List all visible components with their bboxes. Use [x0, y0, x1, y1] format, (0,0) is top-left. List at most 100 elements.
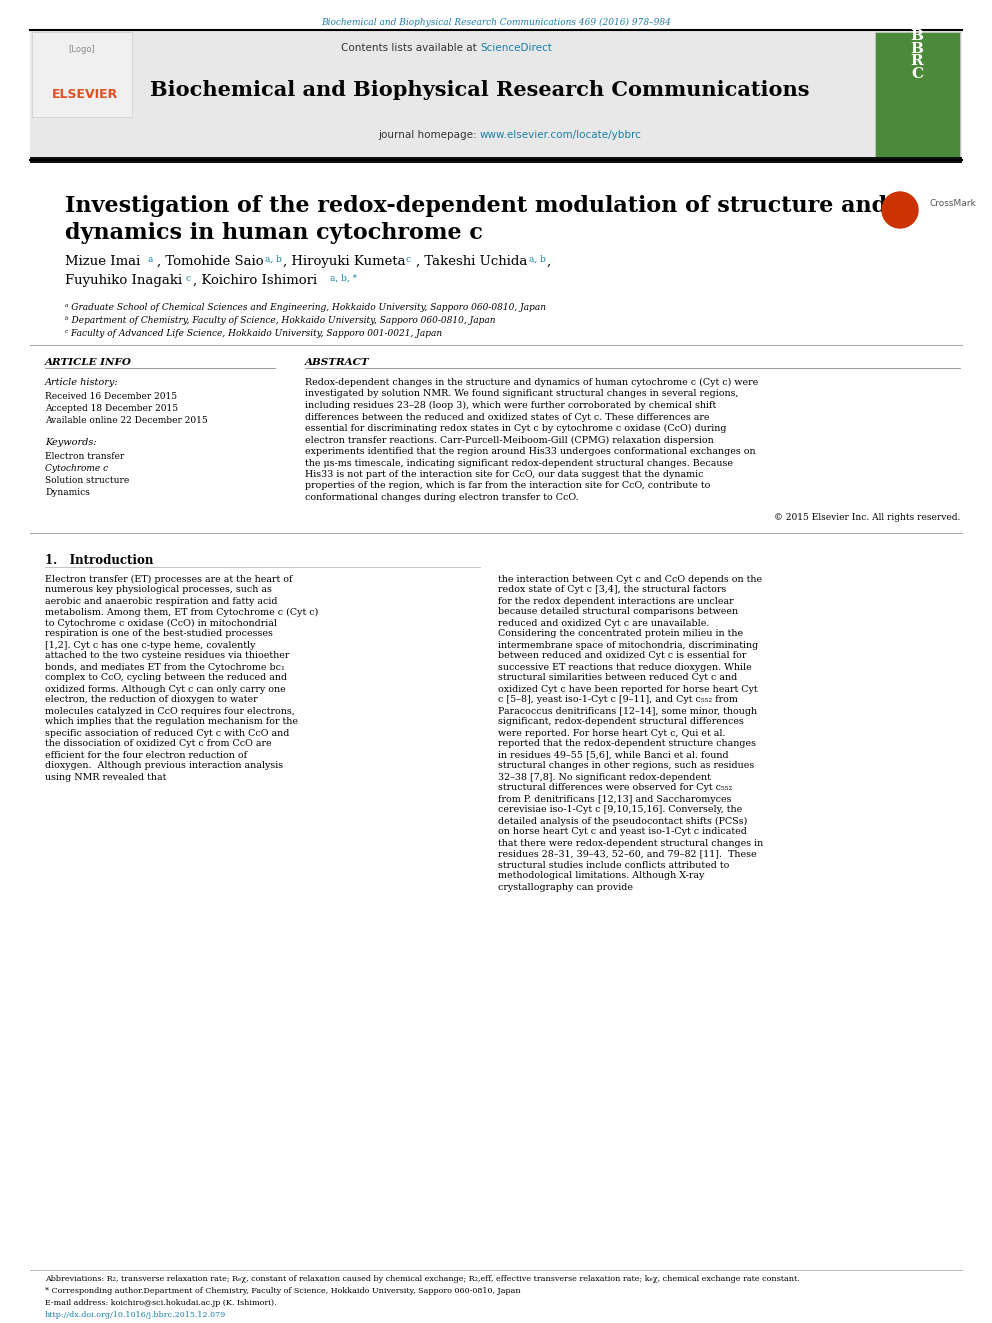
Text: were reported. For horse heart Cyt c, Qui et al.: were reported. For horse heart Cyt c, Qu…: [498, 729, 725, 737]
Text: , Hiroyuki Kumeta: , Hiroyuki Kumeta: [283, 255, 406, 269]
Text: ✕: ✕: [893, 194, 907, 212]
Text: Accepted 18 December 2015: Accepted 18 December 2015: [45, 404, 179, 413]
Text: differences between the reduced and oxidized states of Cyt c. These differences : differences between the reduced and oxid…: [305, 413, 709, 422]
Text: Available online 22 December 2015: Available online 22 December 2015: [45, 415, 207, 425]
Text: [1,2]. Cyt c has one c-type heme, covalently: [1,2]. Cyt c has one c-type heme, covale…: [45, 640, 256, 650]
Text: metabolism. Among them, ET from Cytochrome c (Cyt c): metabolism. Among them, ET from Cytochro…: [45, 607, 318, 617]
Text: aerobic and anaerobic respiration and fatty acid: aerobic and anaerobic respiration and fa…: [45, 597, 278, 606]
Text: Received 16 December 2015: Received 16 December 2015: [45, 392, 178, 401]
Text: a, b, *: a, b, *: [330, 274, 357, 283]
Text: attached to the two cysteine residues via thioether: attached to the two cysteine residues vi…: [45, 651, 290, 660]
Text: journal homepage:: journal homepage:: [378, 130, 480, 140]
Text: in residues 49–55 [5,6], while Banci et al. found: in residues 49–55 [5,6], while Banci et …: [498, 750, 729, 759]
Text: structural studies include conflicts attributed to: structural studies include conflicts att…: [498, 860, 729, 869]
Text: CrossMark: CrossMark: [930, 198, 977, 208]
Text: B
B
R
C: B B R C: [911, 29, 924, 81]
Text: which implies that the regulation mechanism for the: which implies that the regulation mechan…: [45, 717, 298, 726]
Text: Article history:: Article history:: [45, 378, 119, 388]
Text: properties of the region, which is far from the interaction site for CcO, contri: properties of the region, which is far f…: [305, 482, 710, 491]
Text: ABSTRACT: ABSTRACT: [305, 359, 370, 366]
Text: intermembrane space of mitochondria, discriminating: intermembrane space of mitochondria, dis…: [498, 640, 758, 650]
Text: significant, redox-dependent structural differences: significant, redox-dependent structural …: [498, 717, 744, 726]
Text: efficient for the four electron reduction of: efficient for the four electron reductio…: [45, 750, 247, 759]
Text: a, b: a, b: [265, 255, 282, 265]
Text: 1.   Introduction: 1. Introduction: [45, 554, 154, 568]
Text: Considering the concentrated protein milieu in the: Considering the concentrated protein mil…: [498, 630, 743, 639]
Text: * Corresponding author.Department of Chemistry, Faculty of Science, Hokkaido Uni: * Corresponding author.Department of Che…: [45, 1287, 521, 1295]
Text: 32–38 [7,8]. No significant redox-dependent: 32–38 [7,8]. No significant redox-depend…: [498, 773, 711, 782]
Text: E-mail address: koichiro@sci.hokudai.ac.jp (K. Ishimori).: E-mail address: koichiro@sci.hokudai.ac.…: [45, 1299, 277, 1307]
Text: including residues 23–28 (loop 3), which were further corroborated by chemical s: including residues 23–28 (loop 3), which…: [305, 401, 716, 410]
Bar: [30, 157, 962, 163]
Text: redox state of Cyt c [3,4], the structural factors: redox state of Cyt c [3,4], the structur…: [498, 586, 726, 594]
Text: Contents lists available at: Contents lists available at: [341, 44, 480, 53]
Text: ᵃ Graduate School of Chemical Sciences and Engineering, Hokkaido University, Sap: ᵃ Graduate School of Chemical Sciences a…: [65, 303, 546, 312]
Text: detailed analysis of the pseudocontact shifts (PCSs): detailed analysis of the pseudocontact s…: [498, 816, 747, 826]
Circle shape: [882, 192, 918, 228]
Text: http://dx.doi.org/10.1016/j.bbrc.2015.12.079: http://dx.doi.org/10.1016/j.bbrc.2015.12…: [45, 1311, 226, 1319]
Text: oxidized forms. Although Cyt c can only carry one: oxidized forms. Although Cyt c can only …: [45, 684, 286, 693]
Text: successive ET reactions that reduce dioxygen. While: successive ET reactions that reduce diox…: [498, 663, 752, 672]
Text: to Cytochrome c oxidase (CcO) in mitochondrial: to Cytochrome c oxidase (CcO) in mitocho…: [45, 618, 277, 627]
Text: c: c: [406, 255, 411, 265]
Bar: [30, 30, 962, 160]
Text: a: a: [148, 255, 154, 265]
Text: Biochemical and Biophysical Research Communications 469 (2016) 978–984: Biochemical and Biophysical Research Com…: [321, 17, 671, 26]
Text: cerevisiae iso-1-Cyt c [9,10,15,16]. Conversely, the: cerevisiae iso-1-Cyt c [9,10,15,16]. Con…: [498, 806, 742, 815]
Text: ARTICLE INFO: ARTICLE INFO: [45, 359, 132, 366]
Text: Investigation of the redox-dependent modulation of structure and: Investigation of the redox-dependent mod…: [65, 194, 887, 217]
Text: , Tomohide Saio: , Tomohide Saio: [157, 255, 264, 269]
Text: [Logo]: [Logo]: [68, 45, 95, 54]
Text: His33 is not part of the interaction site for CcO, our data suggest that the dyn: His33 is not part of the interaction sit…: [305, 470, 703, 479]
Text: ,: ,: [547, 255, 552, 269]
Text: experiments identified that the region around His33 undergoes conformational exc: experiments identified that the region a…: [305, 447, 756, 456]
Text: from P. denitrificans [12,13] and Saccharomyces: from P. denitrificans [12,13] and Saccha…: [498, 795, 731, 803]
Text: dioxygen.  Although previous interaction analysis: dioxygen. Although previous interaction …: [45, 762, 283, 770]
Text: molecules catalyzed in CcO requires four electrons,: molecules catalyzed in CcO requires four…: [45, 706, 295, 716]
Text: structural similarities between reduced Cyt c and: structural similarities between reduced …: [498, 673, 737, 683]
Text: ELSEVIER: ELSEVIER: [52, 89, 118, 102]
Text: dynamics in human cytochrome c: dynamics in human cytochrome c: [65, 222, 483, 243]
Text: the dissociation of oxidized Cyt c from CcO are: the dissociation of oxidized Cyt c from …: [45, 740, 272, 749]
Bar: [32, 32, 132, 116]
Text: electron transfer reactions. Carr-Purcell-Meiboom-Gill (CPMG) relaxation dispers: electron transfer reactions. Carr-Purcel…: [305, 435, 714, 445]
Text: numerous key physiological processes, such as: numerous key physiological processes, su…: [45, 586, 272, 594]
Text: c: c: [185, 274, 190, 283]
Text: c [5–8], yeast iso-1-Cyt c [9–11], and Cyt c₅₅₂ from: c [5–8], yeast iso-1-Cyt c [9–11], and C…: [498, 696, 738, 705]
Text: bonds, and mediates ET from the Cytochrome bc₁: bonds, and mediates ET from the Cytochro…: [45, 663, 285, 672]
Text: © 2015 Elsevier Inc. All rights reserved.: © 2015 Elsevier Inc. All rights reserved…: [774, 512, 960, 521]
Text: Paracoccus denitrificans [12–14], some minor, though: Paracoccus denitrificans [12–14], some m…: [498, 706, 757, 716]
Text: specific association of reduced Cyt c with CcO and: specific association of reduced Cyt c wi…: [45, 729, 290, 737]
Text: ᶜ Faculty of Advanced Life Science, Hokkaido University, Sapporo 001-0021, Japan: ᶜ Faculty of Advanced Life Science, Hokk…: [65, 329, 442, 337]
Text: ScienceDirect: ScienceDirect: [480, 44, 552, 53]
Text: that there were redox-dependent structural changes in: that there were redox-dependent structur…: [498, 839, 763, 848]
Text: Fuyuhiko Inagaki: Fuyuhiko Inagaki: [65, 274, 183, 287]
Text: Solution structure: Solution structure: [45, 476, 129, 486]
Text: Abbreviations: R₂, transverse relaxation rate; Rₑχ, constant of relaxation cause: Abbreviations: R₂, transverse relaxation…: [45, 1275, 800, 1283]
Text: crystallography can provide: crystallography can provide: [498, 882, 633, 892]
Text: the interaction between Cyt c and CcO depends on the: the interaction between Cyt c and CcO de…: [498, 574, 762, 583]
Text: using NMR revealed that: using NMR revealed that: [45, 773, 167, 782]
Text: Dynamics: Dynamics: [45, 488, 90, 497]
Text: conformational changes during electron transfer to CcO.: conformational changes during electron t…: [305, 493, 578, 501]
Bar: [875, 32, 960, 157]
Text: , Koichiro Ishimori: , Koichiro Ishimori: [193, 274, 317, 287]
Text: oxidized Cyt c have been reported for horse heart Cyt: oxidized Cyt c have been reported for ho…: [498, 684, 758, 693]
Text: investigated by solution NMR. We found significant structural changes in several: investigated by solution NMR. We found s…: [305, 389, 738, 398]
Text: respiration is one of the best-studied processes: respiration is one of the best-studied p…: [45, 630, 273, 639]
Text: complex to CcO, cycling between the reduced and: complex to CcO, cycling between the redu…: [45, 673, 287, 683]
Text: , Takeshi Uchida: , Takeshi Uchida: [416, 255, 528, 269]
Text: www.elsevier.com/locate/ybbrc: www.elsevier.com/locate/ybbrc: [480, 130, 642, 140]
Text: ᵇ Department of Chemistry, Faculty of Science, Hokkaido University, Sapporo 060-: ᵇ Department of Chemistry, Faculty of Sc…: [65, 316, 495, 325]
Text: Redox-dependent changes in the structure and dynamics of human cytochrome c (Cyt: Redox-dependent changes in the structure…: [305, 378, 758, 388]
Text: electron, the reduction of dioxygen to water: electron, the reduction of dioxygen to w…: [45, 696, 258, 705]
Text: structural differences were observed for Cyt c₅₅₂: structural differences were observed for…: [498, 783, 732, 792]
Text: essential for discriminating redox states in Cyt c by cytochrome c oxidase (CcO): essential for discriminating redox state…: [305, 423, 726, 433]
Text: between reduced and oxidized Cyt c is essential for: between reduced and oxidized Cyt c is es…: [498, 651, 746, 660]
Text: Electron transfer (ET) processes are at the heart of: Electron transfer (ET) processes are at …: [45, 574, 293, 583]
Text: on horse heart Cyt c and yeast iso-1-Cyt c indicated: on horse heart Cyt c and yeast iso-1-Cyt…: [498, 827, 747, 836]
Text: the μs-ms timescale, indicating significant redox-dependent structural changes. : the μs-ms timescale, indicating signific…: [305, 459, 733, 467]
Text: Mizue Imai: Mizue Imai: [65, 255, 140, 269]
Text: reported that the redox-dependent structure changes: reported that the redox-dependent struct…: [498, 740, 756, 749]
Text: Biochemical and Biophysical Research Communications: Biochemical and Biophysical Research Com…: [150, 79, 809, 101]
